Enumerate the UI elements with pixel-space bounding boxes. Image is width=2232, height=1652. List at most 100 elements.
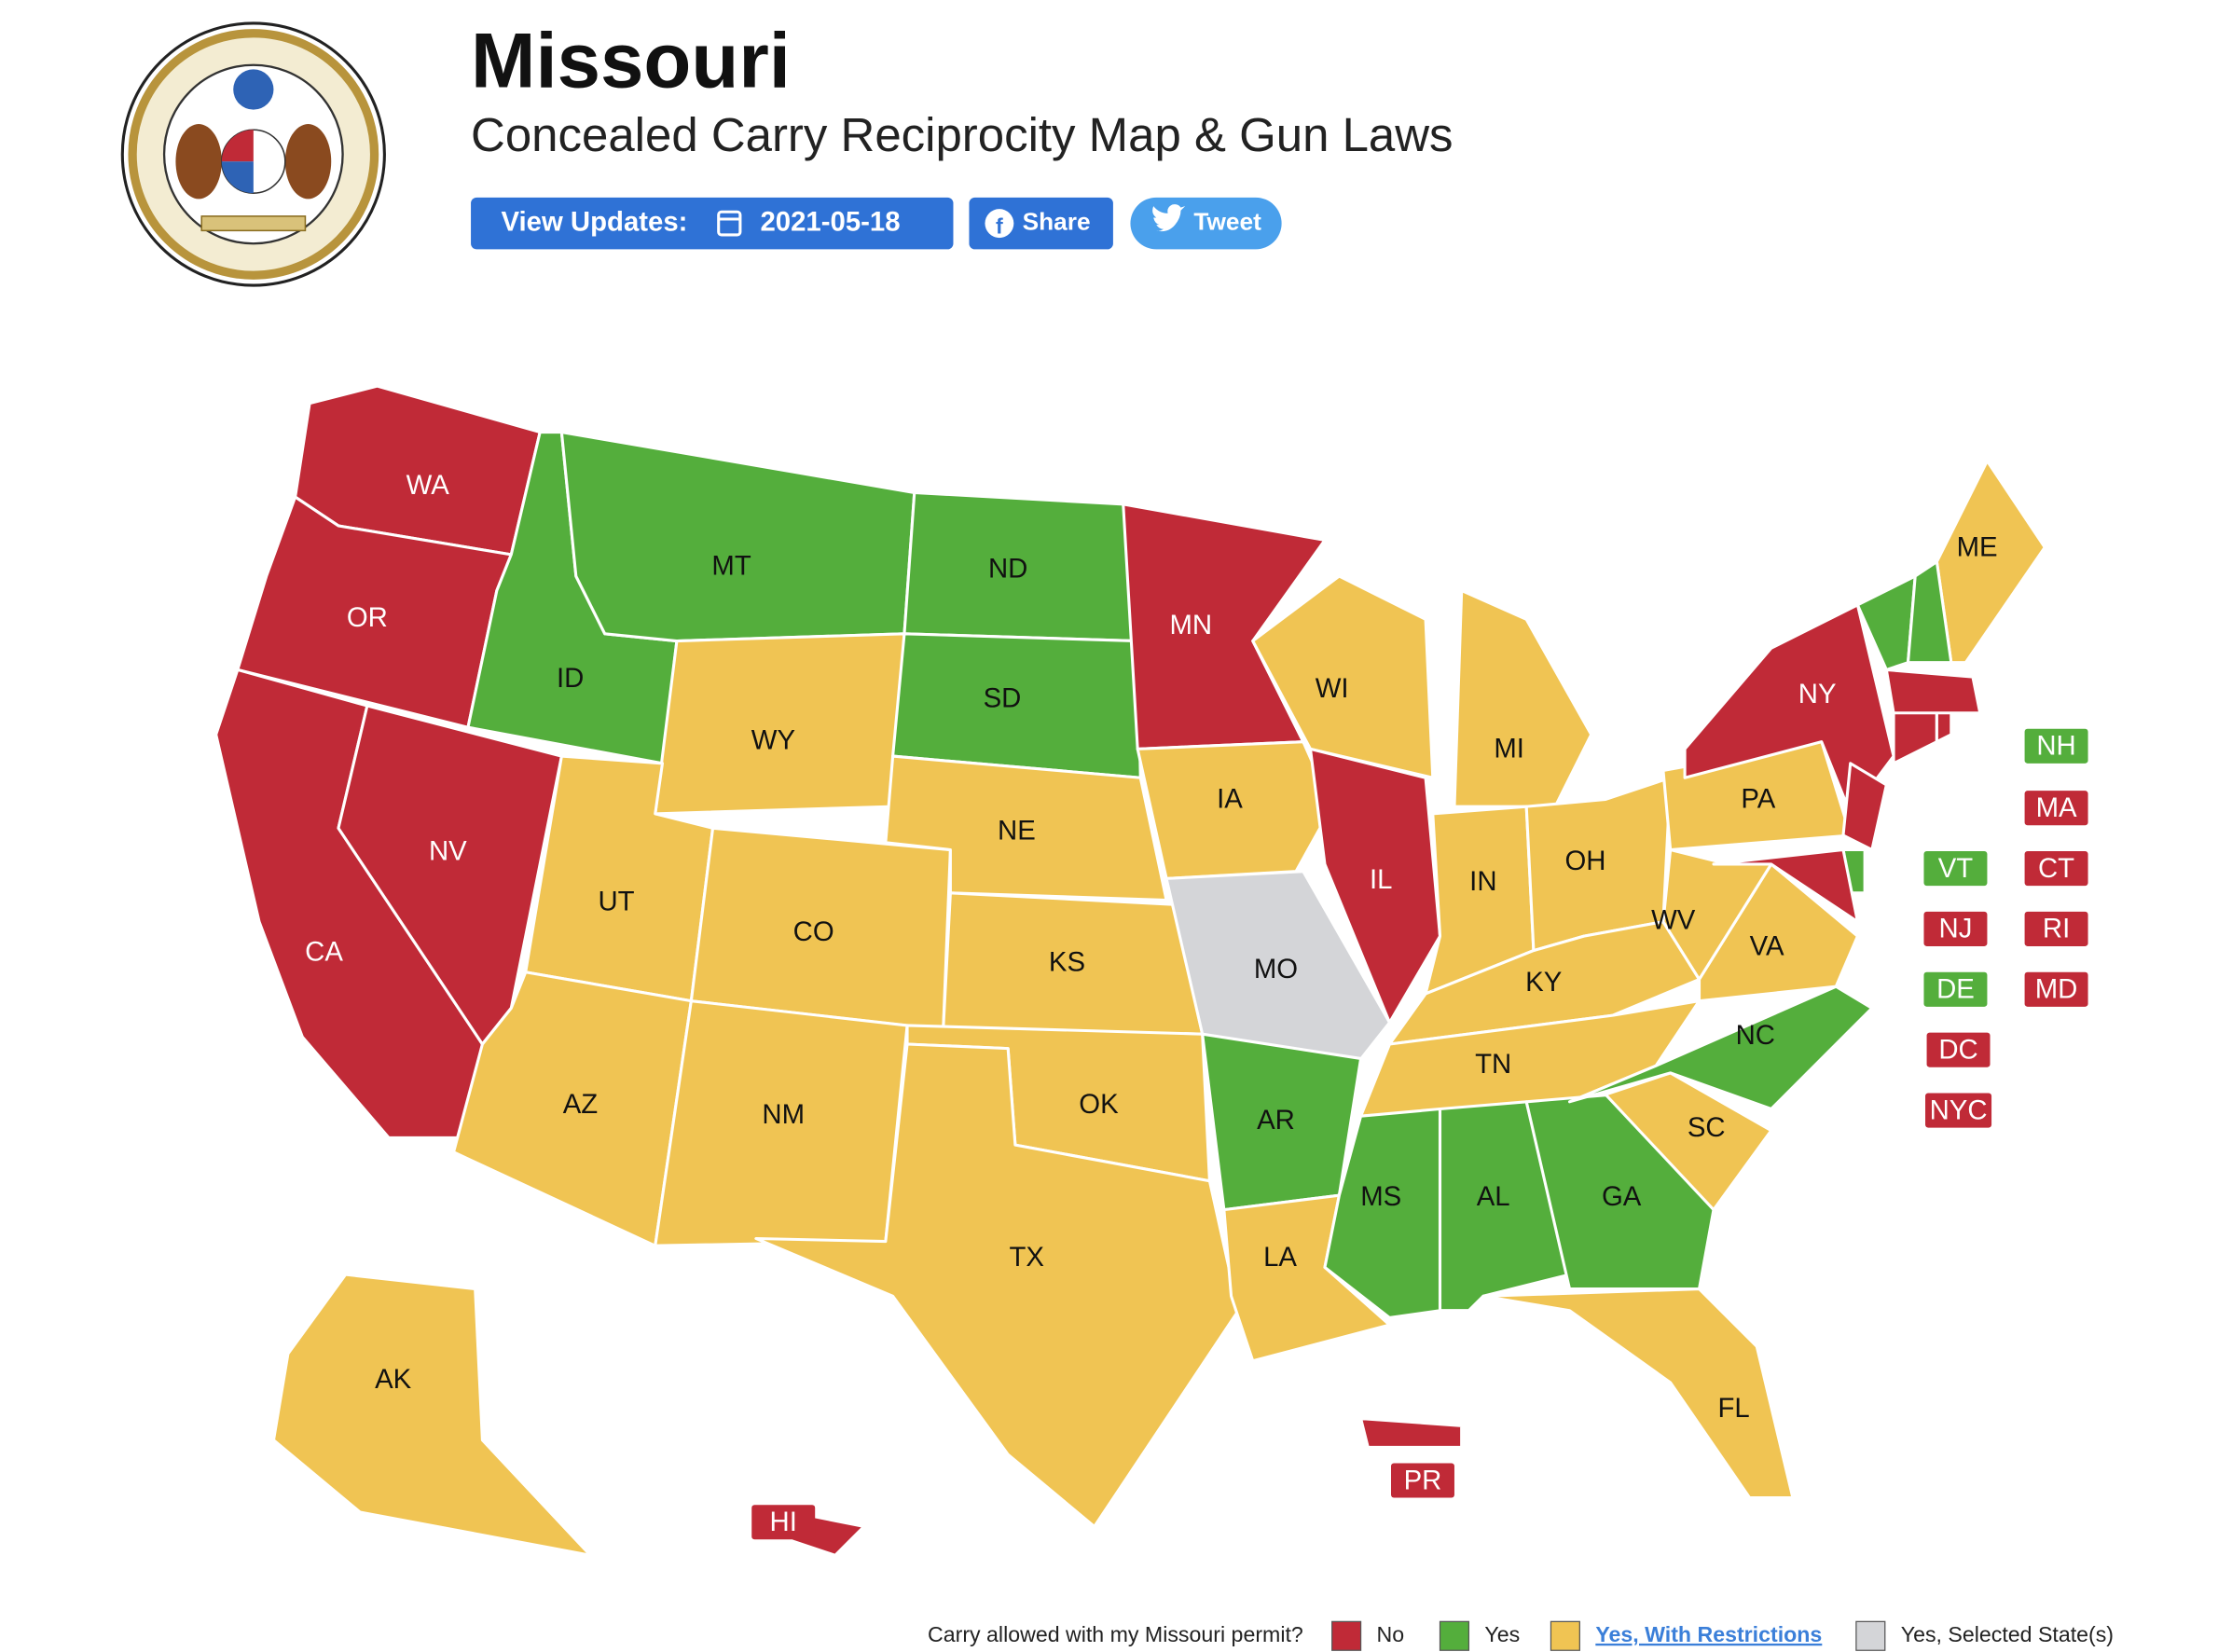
state-label: TN <box>1475 1049 1511 1080</box>
button-label: View Updates: <box>501 206 687 237</box>
state-badge[interactable] <box>1391 1463 1454 1498</box>
state-label: MT <box>711 551 751 582</box>
state-shape[interactable] <box>1567 984 1874 1111</box>
state-label: AR <box>1257 1105 1295 1136</box>
legend-swatch <box>1439 1620 1470 1651</box>
state-badge-label: NJ <box>1939 914 1973 944</box>
state-label: SC <box>1688 1112 1726 1143</box>
state-badge-label: DC <box>1938 1034 1977 1065</box>
state-badge[interactable] <box>2024 911 2088 946</box>
state-shape[interactable] <box>1453 588 1593 808</box>
state-badge-label: RI <box>2043 914 2070 944</box>
state-shape[interactable] <box>1164 870 1392 1080</box>
us-map: WA OR CA NV ID MT WY UT CO AZ NM ND SD NE KS OK TX MN IA MO… <box>214 384 2088 1557</box>
state-shape[interactable] <box>654 632 906 816</box>
state-badge[interactable] <box>2024 791 2088 826</box>
state-badge[interactable] <box>751 1505 816 1540</box>
state-label: MO <box>1254 954 1298 984</box>
state-label: OK <box>1079 1089 1119 1120</box>
share-button[interactable]: f Share <box>969 197 1113 250</box>
state-shape[interactable] <box>754 1042 1240 1528</box>
state-label: TX <box>1009 1242 1043 1273</box>
state-shape[interactable] <box>1712 847 1859 924</box>
state-label: LA <box>1263 1242 1297 1273</box>
page-title: Missouri <box>471 17 791 103</box>
state-label: OR <box>347 602 388 633</box>
state-shape[interactable] <box>1359 1417 1464 1450</box>
svg-text:f: f <box>996 213 1003 238</box>
state-label: ND <box>988 554 1027 585</box>
legend-label: Yes <box>1484 1622 1520 1646</box>
state-label: CO <box>793 916 834 947</box>
legend: Carry allowed with my Missouri permit? N… <box>928 1620 2114 1651</box>
state-label: NE <box>998 816 1036 847</box>
state-shape[interactable] <box>271 1273 592 1557</box>
state-label: MS <box>1360 1181 1401 1212</box>
state-shape[interactable] <box>1481 1287 1795 1500</box>
state-label: NM <box>762 1099 805 1130</box>
state-shape[interactable] <box>1884 668 1982 715</box>
state-label: IL <box>1370 864 1392 895</box>
state-badge-label: CT <box>2038 853 2074 884</box>
state-shape[interactable] <box>1841 762 1888 852</box>
state-label: PA <box>1741 784 1775 815</box>
state-label: WI <box>1316 673 1349 704</box>
button-label: Tweet <box>1193 208 1261 236</box>
state-badge-label: HI <box>770 1507 797 1537</box>
state-label: NC <box>1736 1020 1775 1051</box>
state-badge-label: NYC <box>1930 1094 1988 1125</box>
state-label: WA <box>406 470 450 501</box>
state-shape[interactable] <box>1136 740 1334 880</box>
legend-label[interactable]: Yes, With Restrictions <box>1595 1622 1822 1646</box>
state-label: KY <box>1525 967 1562 998</box>
state-seal <box>120 21 386 287</box>
state-badge-label: VT <box>1938 853 1974 884</box>
state-label: IA <box>1217 784 1243 815</box>
legend-label: No <box>1377 1622 1405 1646</box>
state-label: MN <box>1170 610 1213 640</box>
tweet-button[interactable]: Tweet <box>1130 197 1282 250</box>
legend-label: Yes, Selected State(s) <box>1901 1622 2114 1646</box>
state-badge[interactable] <box>1925 1093 1992 1128</box>
view-updates-button[interactable]: View Updates: 2021-05-18 <box>471 197 954 250</box>
state-badge-label: MA <box>2036 792 2077 823</box>
legend-swatch <box>1550 1620 1580 1651</box>
state-label: GA <box>1602 1181 1642 1212</box>
state-badge[interactable] <box>1923 851 1988 887</box>
state-label: AZ <box>563 1089 598 1120</box>
state-badge[interactable] <box>2024 851 2088 887</box>
legend-swatch <box>1855 1620 1886 1651</box>
state-shape[interactable] <box>1122 502 1327 750</box>
state-label: VA <box>1750 930 1784 961</box>
state-badge[interactable] <box>1923 971 1988 1007</box>
state-badge-label: MD <box>2035 974 2078 1005</box>
state-shape[interactable] <box>1251 574 1435 779</box>
state-label: OH <box>1565 846 1606 876</box>
state-label: NV <box>429 835 467 866</box>
state-shape[interactable] <box>1697 862 1859 1003</box>
state-label: AK <box>375 1364 412 1395</box>
state-badge[interactable] <box>1926 1032 1991 1067</box>
state-label: FL <box>1717 1393 1749 1424</box>
state-badge[interactable] <box>1923 911 1988 946</box>
state-shape[interactable] <box>1308 747 1442 1025</box>
legend-swatch <box>1331 1620 1362 1651</box>
state-label: ME <box>1957 531 1998 562</box>
state-badge-label: DE <box>1936 974 1975 1005</box>
state-badge-label: PR <box>1404 1465 1442 1495</box>
state-badge[interactable] <box>2024 728 2088 764</box>
state-label: IN <box>1469 866 1496 897</box>
state-shape[interactable] <box>559 431 916 643</box>
state-badge[interactable] <box>2024 971 2088 1007</box>
state-label: CA <box>305 936 343 967</box>
update-date: 2021-05-18 <box>761 206 901 237</box>
state-label: NY <box>1798 679 1837 709</box>
state-label: KS <box>1049 946 1085 977</box>
state-label: WV <box>1651 904 1696 935</box>
state-label: AL <box>1477 1181 1510 1212</box>
state-label: UT <box>598 886 634 916</box>
state-shape[interactable] <box>1906 560 1953 665</box>
state-shape[interactable] <box>1524 1093 1715 1291</box>
